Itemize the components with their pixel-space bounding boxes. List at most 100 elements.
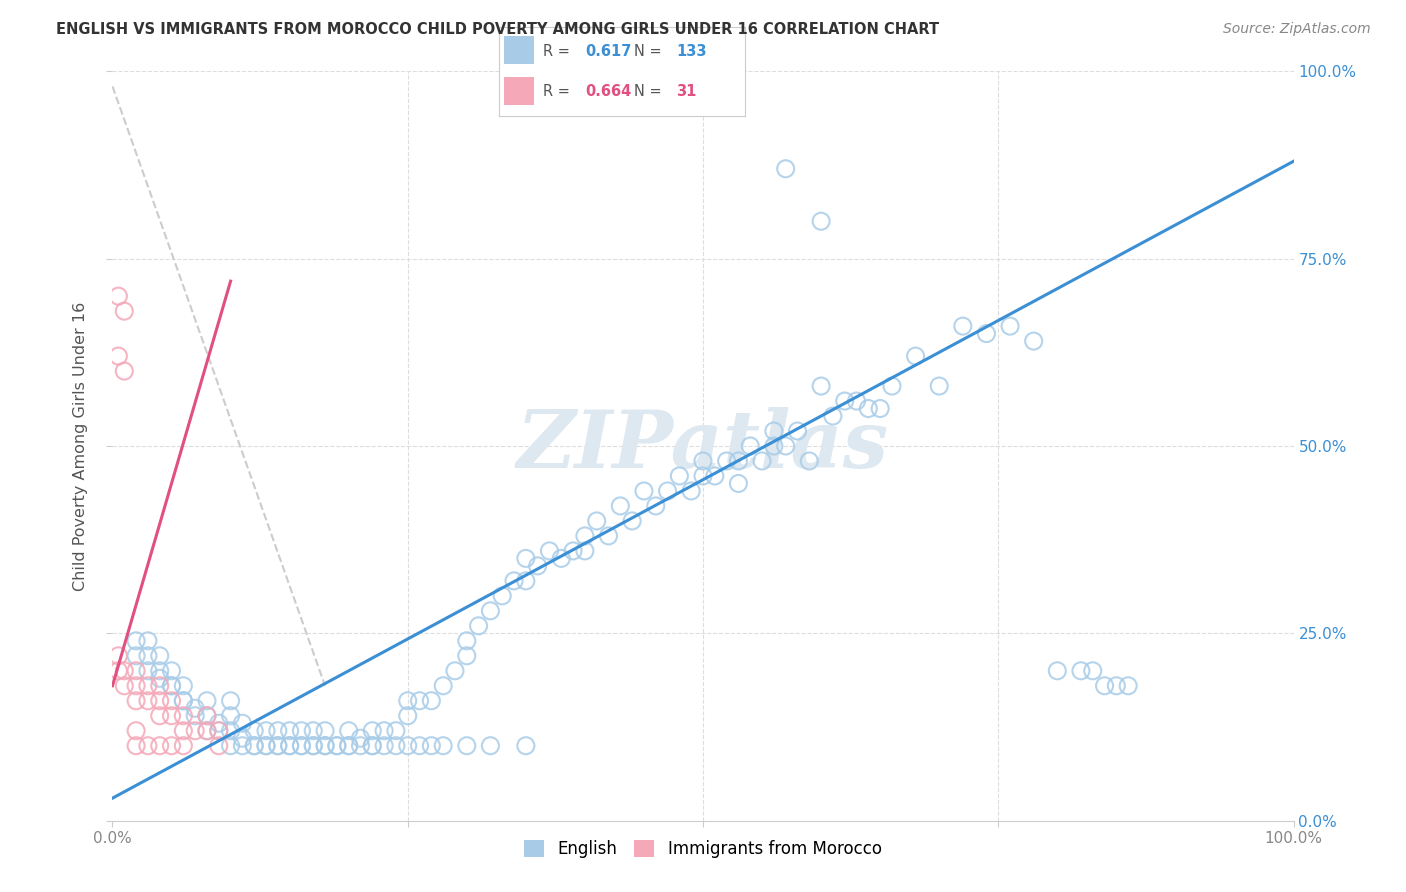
Point (668, 469, 690, 483)
Point (112, 664, 135, 678)
Point (396, 739, 419, 753)
Point (314, 723, 336, 738)
Point (326, 739, 349, 753)
Point (302, 723, 325, 738)
Point (208, 716, 231, 731)
Point (1046, 664, 1069, 678)
Point (491, 589, 513, 603)
Point (657, 483, 679, 498)
Point (136, 679, 159, 693)
Point (160, 694, 183, 708)
Point (160, 679, 183, 693)
Point (585, 514, 607, 528)
Text: N =: N = (634, 85, 666, 99)
Point (195, 708, 218, 723)
Point (727, 454, 749, 468)
Point (703, 469, 725, 483)
Point (107, 289, 129, 303)
Point (479, 739, 502, 753)
Point (810, 214, 832, 228)
Point (314, 739, 336, 753)
Point (574, 544, 596, 558)
Point (456, 739, 478, 753)
Point (219, 708, 242, 723)
Bar (503, 77, 534, 105)
Point (125, 648, 148, 663)
Point (1116, 679, 1139, 693)
Point (208, 723, 231, 738)
Point (503, 574, 526, 588)
Point (373, 723, 395, 738)
Point (420, 739, 443, 753)
Point (290, 739, 312, 753)
Point (1070, 664, 1092, 678)
Text: R =: R = (543, 85, 575, 99)
Point (337, 739, 360, 753)
Point (976, 326, 998, 341)
Point (208, 723, 231, 738)
Point (716, 454, 738, 468)
Point (1105, 679, 1128, 693)
Point (904, 349, 927, 363)
Text: Source: ZipAtlas.com: Source: ZipAtlas.com (1223, 22, 1371, 37)
Point (107, 664, 129, 678)
Point (184, 723, 207, 738)
Point (160, 708, 183, 723)
Point (456, 648, 478, 663)
Point (810, 379, 832, 393)
Point (432, 739, 454, 753)
Point (231, 731, 253, 746)
Point (136, 633, 159, 648)
Text: 133: 133 (676, 45, 707, 59)
Point (928, 379, 950, 393)
Point (136, 694, 159, 708)
Point (515, 739, 537, 753)
Point (231, 716, 253, 731)
Point (762, 424, 785, 438)
Point (107, 648, 129, 663)
Point (254, 739, 277, 753)
Point (125, 633, 148, 648)
Point (231, 739, 253, 753)
Point (112, 679, 135, 693)
Point (845, 394, 868, 409)
Point (172, 708, 194, 723)
Point (125, 664, 148, 678)
Point (373, 739, 395, 753)
Point (149, 648, 172, 663)
Point (998, 319, 1021, 334)
Point (361, 739, 384, 753)
Point (160, 739, 183, 753)
Point (267, 723, 290, 738)
Point (278, 739, 301, 753)
Point (243, 739, 266, 753)
Point (172, 723, 194, 738)
Point (208, 739, 231, 753)
Point (692, 454, 714, 468)
Point (219, 739, 242, 753)
Point (692, 469, 714, 483)
Point (125, 694, 148, 708)
Text: ZIPatlas: ZIPatlas (517, 408, 889, 484)
Point (799, 454, 821, 468)
Point (290, 739, 312, 753)
Point (727, 476, 749, 491)
Point (267, 739, 290, 753)
Point (302, 739, 325, 753)
Point (136, 739, 159, 753)
Point (740, 439, 762, 453)
Point (562, 544, 585, 558)
Point (278, 739, 301, 753)
Text: 0.664: 0.664 (585, 85, 631, 99)
Point (136, 664, 159, 678)
Point (172, 694, 194, 708)
Point (408, 694, 430, 708)
Point (136, 648, 159, 663)
Point (1094, 679, 1116, 693)
Bar (503, 36, 534, 64)
Point (751, 454, 773, 468)
Legend: English, Immigrants from Morocco: English, Immigrants from Morocco (517, 833, 889, 864)
Point (149, 671, 172, 685)
Point (515, 551, 537, 566)
Point (361, 739, 384, 753)
